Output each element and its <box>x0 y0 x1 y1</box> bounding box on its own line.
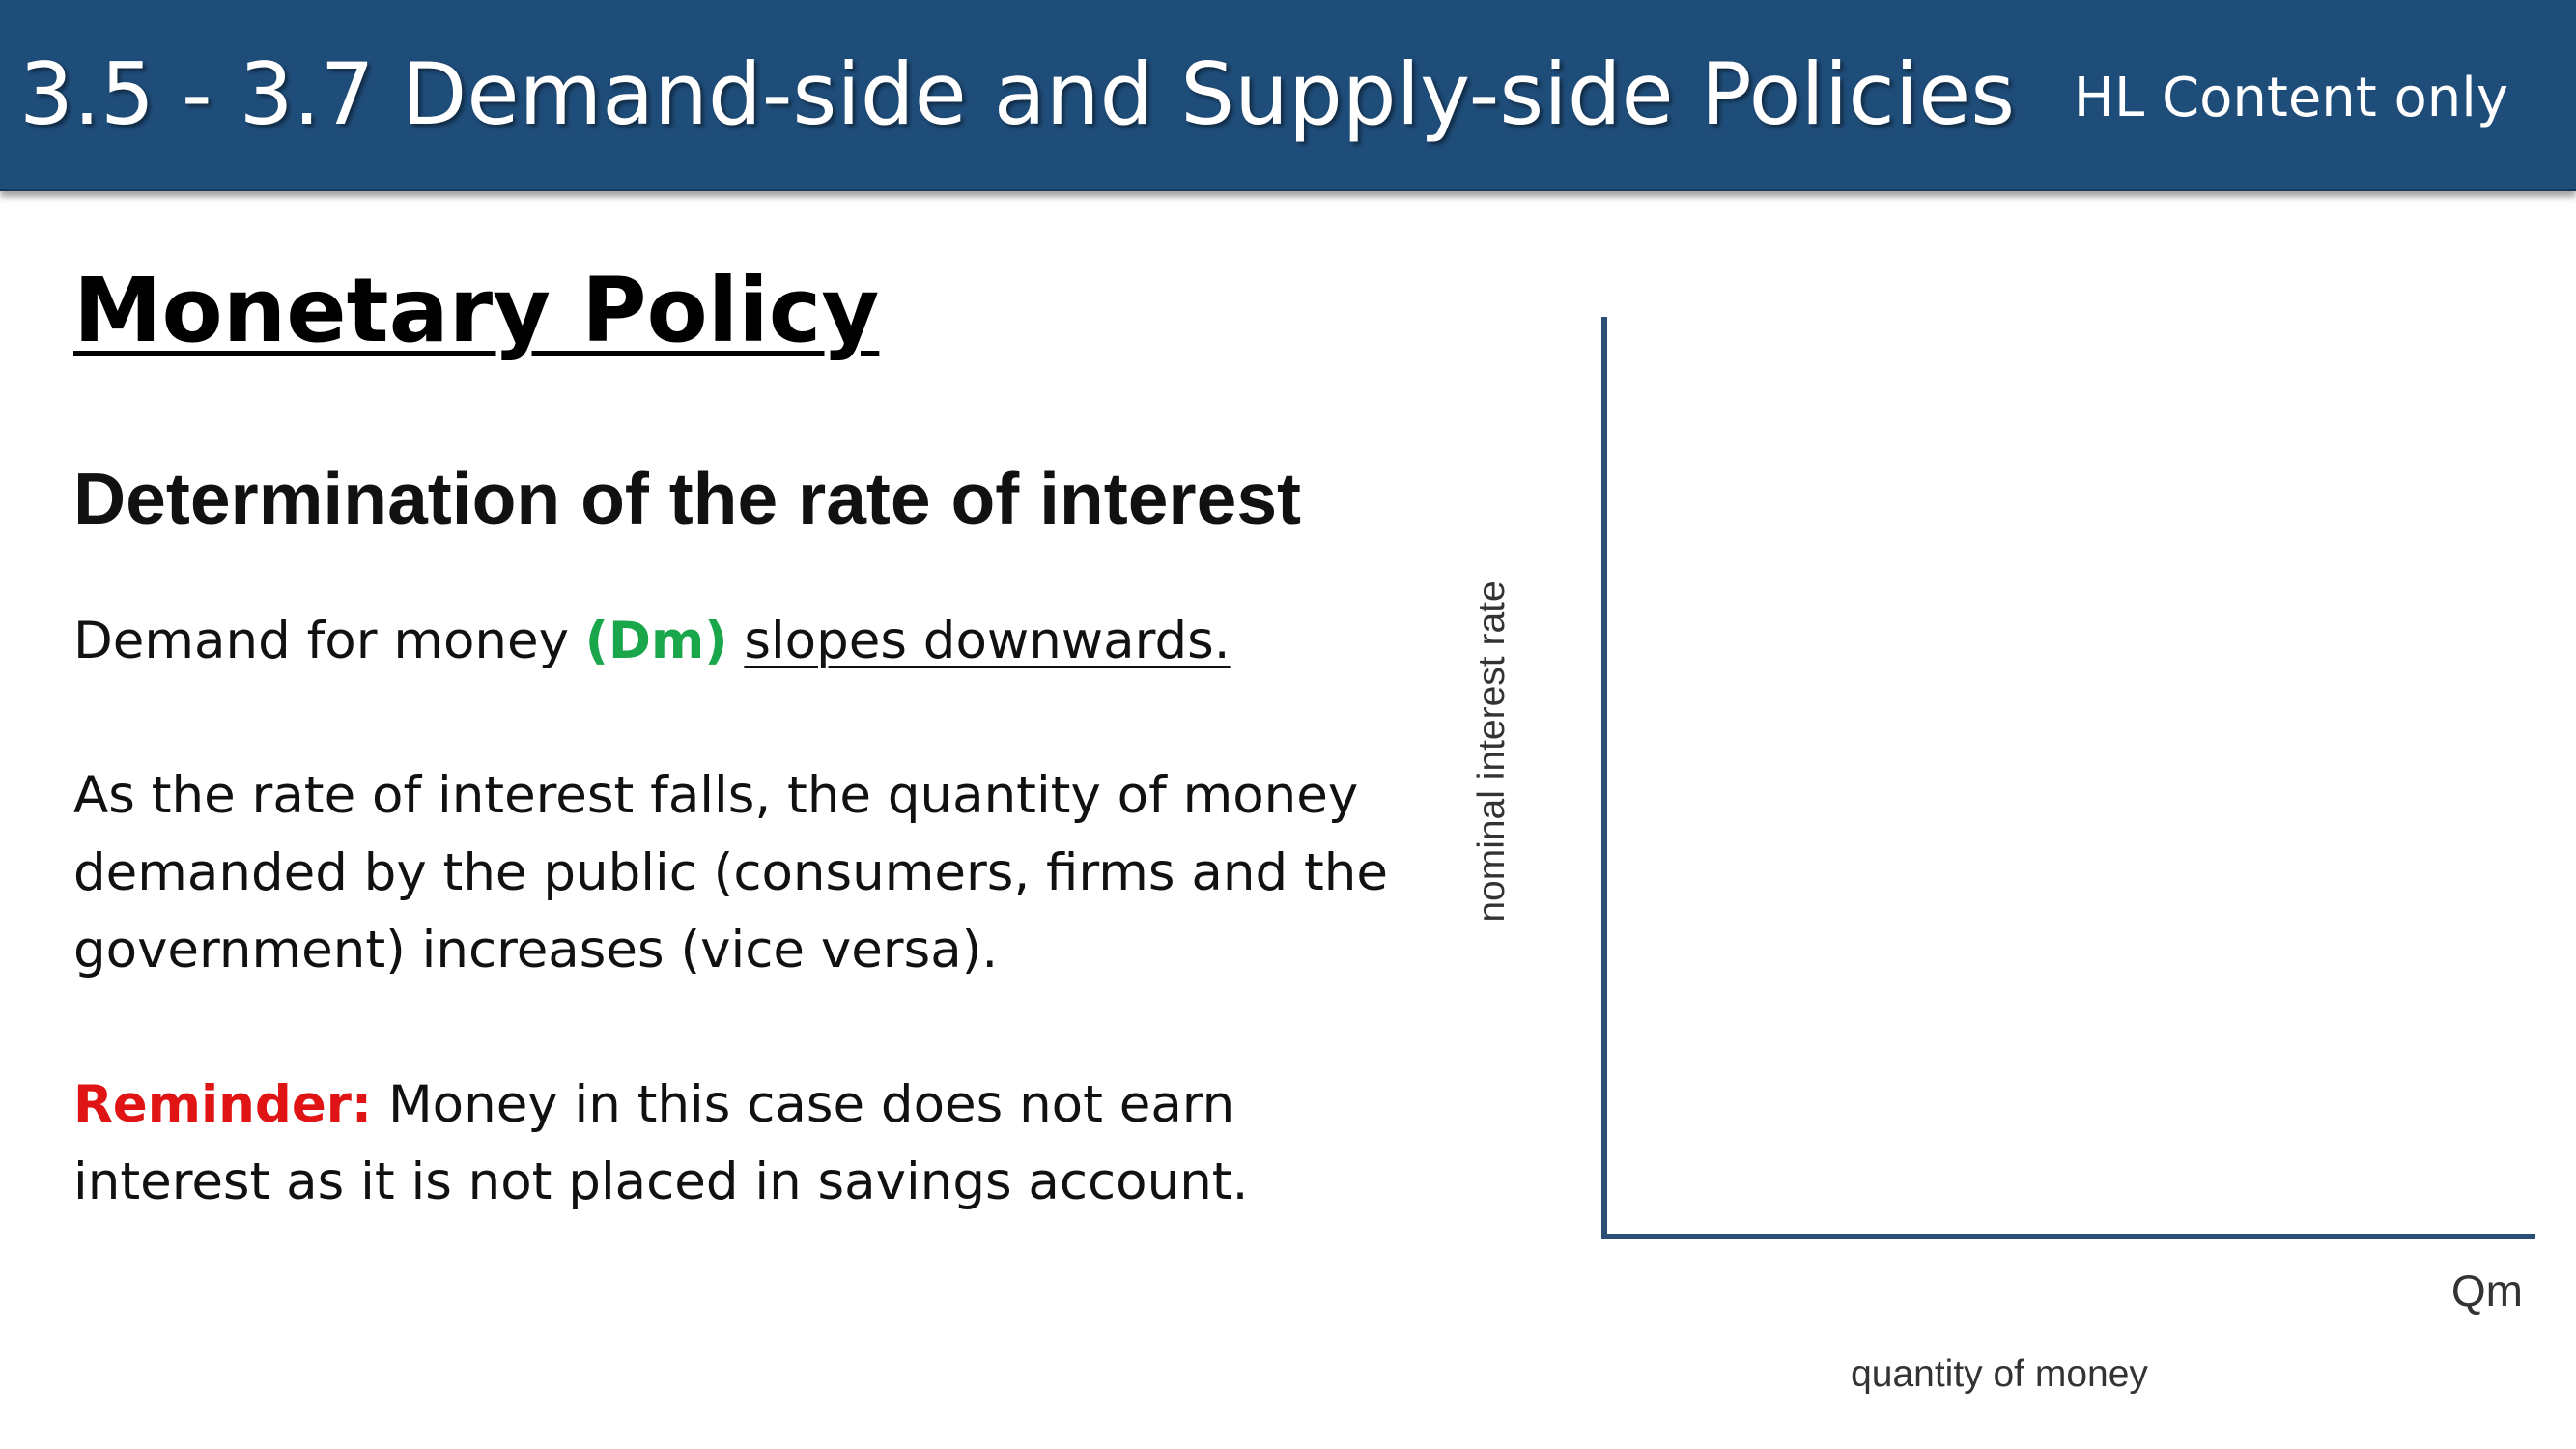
interest-rate-explanation: As the rate of interest falls, the quant… <box>73 766 1388 980</box>
x-axis-label: quantity of money <box>1851 1353 2148 1395</box>
hl-content-tag: HL Content only <box>2073 67 2508 129</box>
demand-for-money-paragraph: Demand for money (Dm) slopes downwards. <box>73 603 1445 680</box>
slide-header: 3.5 - 3.7 Demand-side and Supply-side Po… <box>0 0 2576 191</box>
x-axis-end-label: Qm <box>2451 1265 2523 1316</box>
section-title: Monetary Policy <box>73 259 880 362</box>
paragraph-text: Demand for money <box>73 611 585 670</box>
y-axis-label: nominal interest rate <box>1471 581 1513 922</box>
reminder-text: Money in this case does not earn interes… <box>73 1075 1249 1211</box>
money-demand-graph: nominal interest rate Qm quantity of mon… <box>1471 317 2535 1395</box>
slopes-downwards-text: slopes downwards. <box>744 611 1231 670</box>
dm-highlight: (Dm) <box>584 611 728 670</box>
subheading: Determination of the rate of interest <box>73 458 1302 539</box>
reminder-label: Reminder: <box>73 1075 373 1134</box>
reminder-paragraph: Reminder: Money in this case does not ea… <box>73 1066 1445 1221</box>
slide-title: 3.5 - 3.7 Demand-side and Supply-side Po… <box>19 44 2016 144</box>
